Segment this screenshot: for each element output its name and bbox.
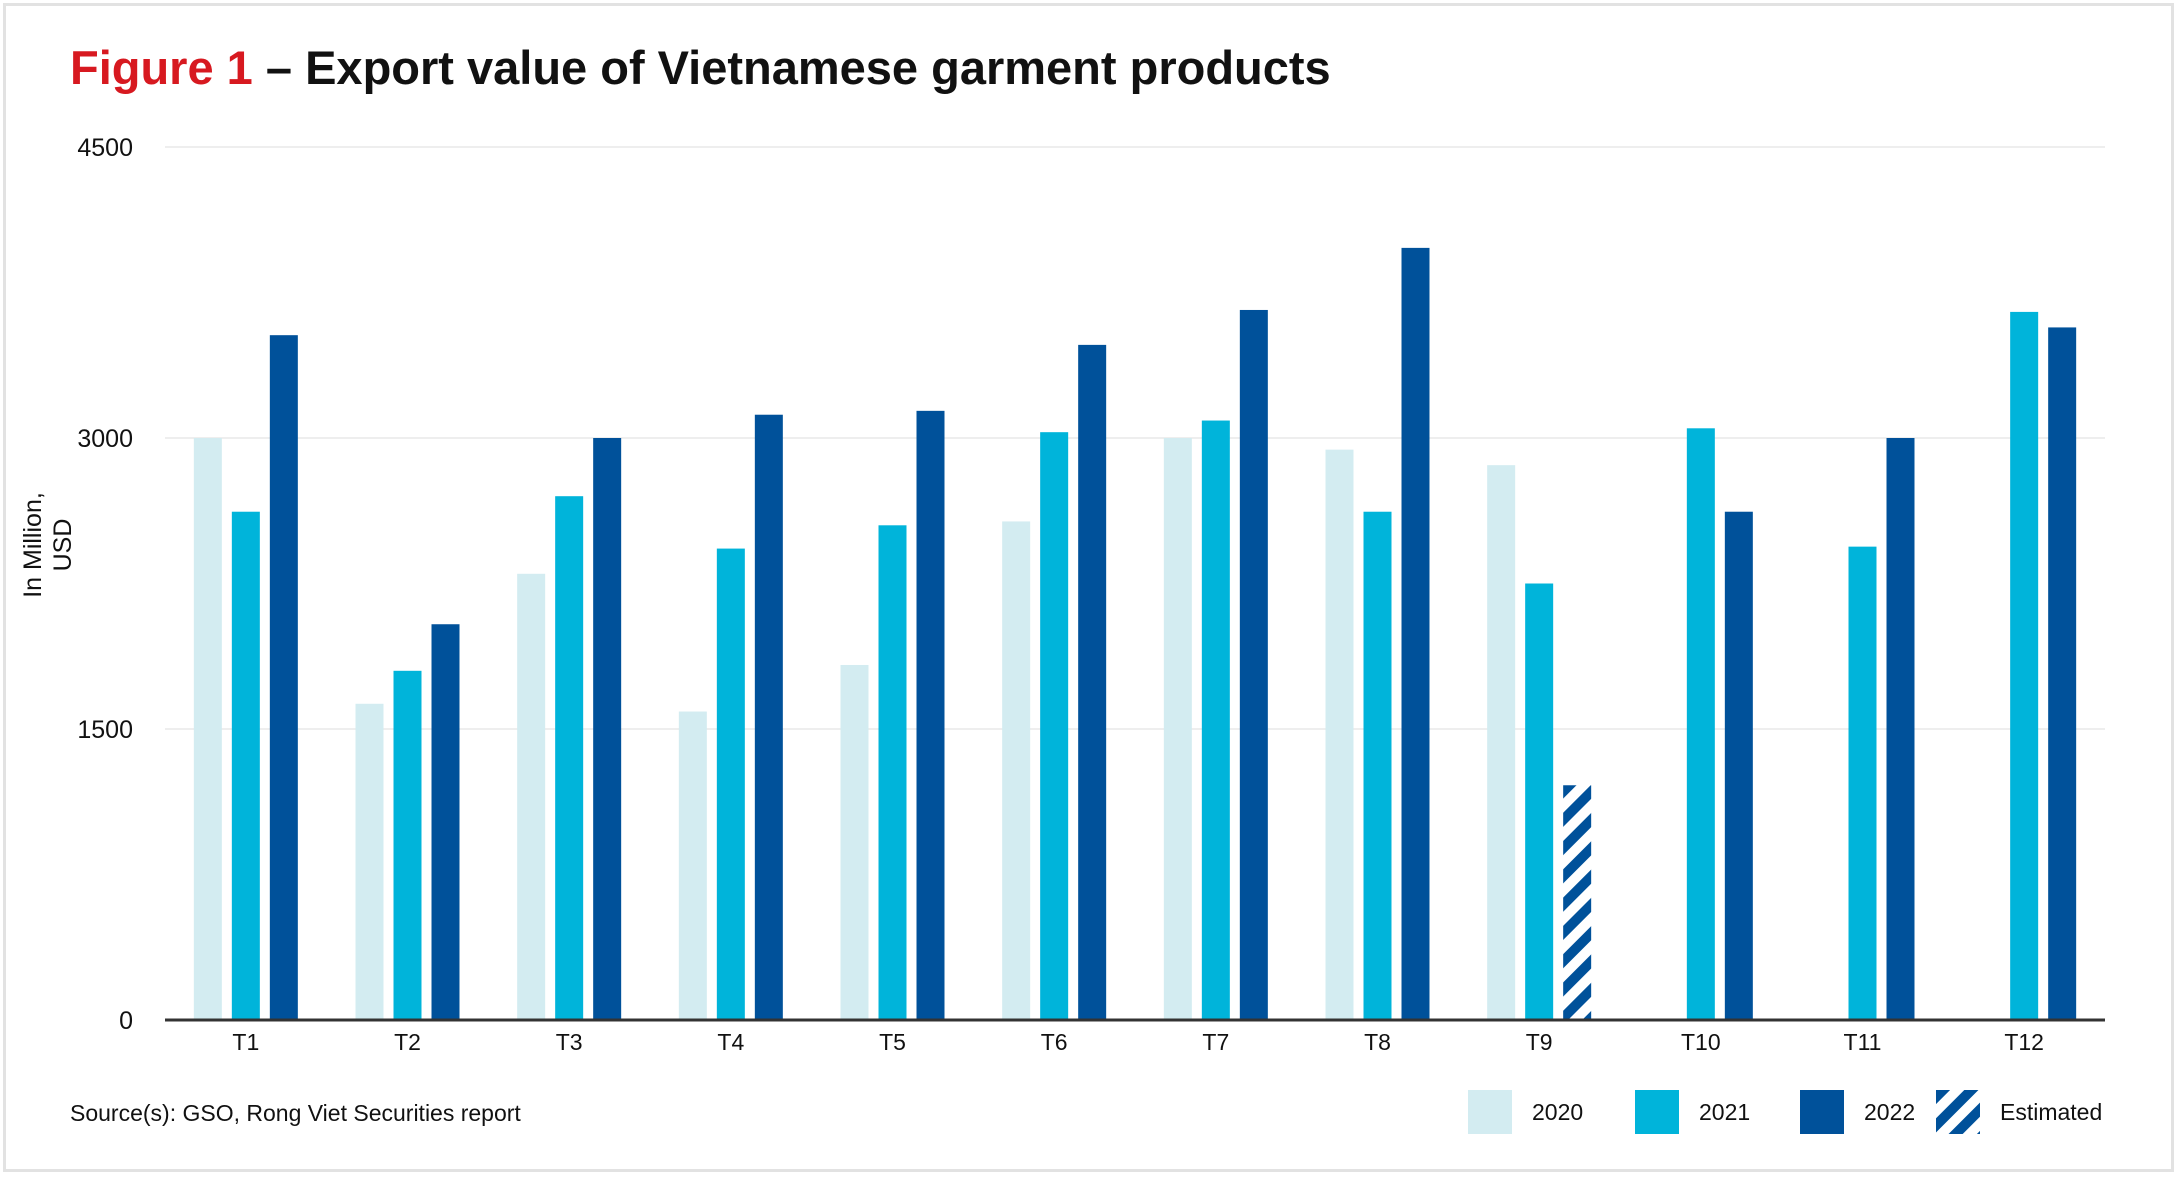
bar-T6-2022 xyxy=(1078,344,1107,1020)
legend-label-2021: 2021 xyxy=(1699,1098,1751,1125)
bar-T6-2021 xyxy=(1040,432,1069,1020)
bar-T8-2020 xyxy=(1325,449,1354,1020)
bar-T10-2021 xyxy=(1686,428,1715,1020)
y-tick-label: 0 xyxy=(119,1007,133,1035)
bar-T9-estimated xyxy=(1563,785,1592,1020)
legend-label-estimated: Estimated xyxy=(2000,1098,2103,1125)
bar-T1-2022 xyxy=(269,335,298,1020)
y-tick-label: 3000 xyxy=(77,425,133,453)
bar-T5-2022 xyxy=(916,410,945,1021)
x-tick-label: T6 xyxy=(1041,1029,1068,1055)
bar-T11-2021 xyxy=(1848,546,1877,1020)
x-tick-label: T5 xyxy=(879,1029,906,1055)
bar-T3-2022 xyxy=(593,438,622,1020)
bar-T7-2021 xyxy=(1201,420,1230,1020)
y-tick-label: 1500 xyxy=(77,716,133,744)
x-tick-label: T8 xyxy=(1364,1029,1391,1055)
chart-frame xyxy=(3,3,2174,1172)
bar-T12-2022 xyxy=(2048,327,2077,1020)
legend-item-2020: 2020 xyxy=(1468,1090,1583,1134)
bar-T1-2020 xyxy=(193,438,222,1020)
bar-T4-2021 xyxy=(716,548,745,1020)
bar-T12-2021 xyxy=(2010,311,2039,1020)
bar-T11-2022 xyxy=(1886,438,1915,1020)
bar-T9-2021 xyxy=(1525,583,1554,1020)
bar-T5-2021 xyxy=(878,525,907,1020)
x-tick-label: T12 xyxy=(2004,1029,2044,1055)
bar-T4-2022 xyxy=(754,414,783,1021)
bar-T9-2020 xyxy=(1487,465,1516,1020)
legend-swatch-2022 xyxy=(1800,1090,1844,1134)
bar-T10-2022 xyxy=(1724,511,1753,1020)
y-tick-label: 4500 xyxy=(77,134,133,162)
legend-label-2020: 2020 xyxy=(1532,1098,1584,1125)
legend-item-2022: 2022 xyxy=(1800,1090,1915,1134)
bar-T7-2022 xyxy=(1239,309,1268,1021)
bar-T7-2020 xyxy=(1163,438,1192,1020)
x-tick-label: T4 xyxy=(717,1029,744,1055)
bar-T6-2020 xyxy=(1002,521,1031,1020)
x-tick-label: T10 xyxy=(1681,1029,1721,1055)
x-tick-label: T1 xyxy=(232,1029,259,1055)
chart-title: Figure 1 – Export value of Vietnamese ga… xyxy=(70,40,1331,95)
bar-T3-2020 xyxy=(517,573,546,1020)
bar-T1-2021 xyxy=(231,511,260,1020)
x-tick-label: T11 xyxy=(1844,1029,1882,1055)
legend-swatch-estimated xyxy=(1936,1090,1980,1134)
figure-caption: – Export value of Vietnamese garment pro… xyxy=(252,41,1331,94)
source-note: Source(s): GSO, Rong Viet Securities rep… xyxy=(70,1100,521,1126)
bar-T4-2020 xyxy=(678,711,707,1020)
legend-swatch-2021 xyxy=(1635,1090,1679,1134)
legend-swatch-2020 xyxy=(1468,1090,1512,1134)
legend-item-estimated: Estimated xyxy=(1936,1090,2102,1134)
legend-label-2022: 2022 xyxy=(1864,1098,1916,1125)
bar-T3-2021 xyxy=(555,496,584,1020)
legend-item-2021: 2021 xyxy=(1635,1090,1750,1134)
x-tick-label: T2 xyxy=(394,1029,421,1055)
bar-T2-2021 xyxy=(393,670,422,1020)
x-tick-label: T9 xyxy=(1526,1029,1553,1055)
x-tick-label: T3 xyxy=(556,1029,583,1055)
bar-T8-2022 xyxy=(1401,247,1430,1020)
bar-T2-2022 xyxy=(431,624,460,1020)
bar-T8-2021 xyxy=(1363,511,1392,1020)
x-tick-label: T7 xyxy=(1202,1029,1229,1055)
bar-T5-2020 xyxy=(840,664,869,1020)
figure-number: Figure 1 xyxy=(70,41,253,94)
bar-T2-2020 xyxy=(355,703,384,1020)
